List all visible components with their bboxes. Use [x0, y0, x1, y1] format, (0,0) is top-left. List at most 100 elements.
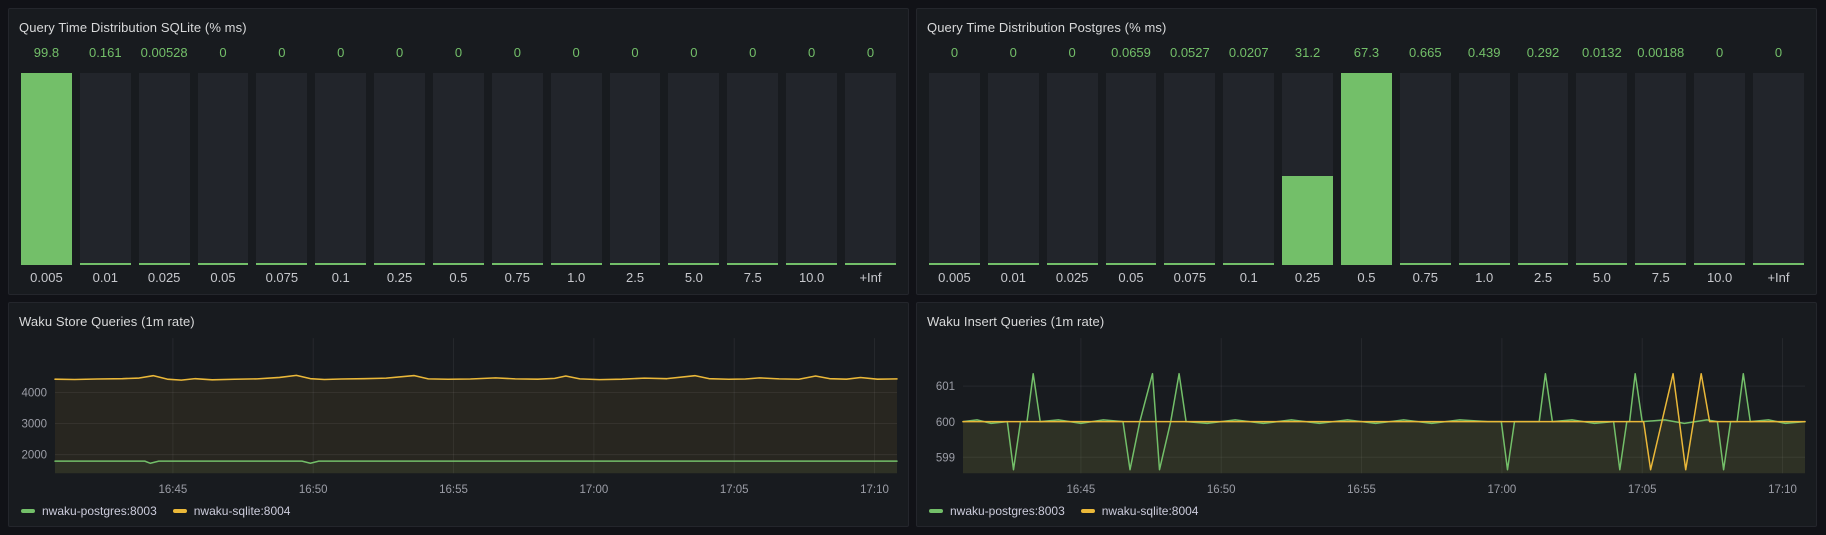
histogram-column: 0 0.1 — [311, 39, 370, 286]
bar-fill — [1341, 73, 1392, 265]
bar-value-label: 0 — [395, 45, 404, 60]
legend-series-label: nwaku-sqlite:8004 — [1101, 504, 1199, 518]
bucket-label: 0.5 — [449, 270, 468, 285]
bar-track — [929, 73, 980, 265]
histogram-column: 0.161 0.01 — [76, 39, 135, 286]
histogram-column: 0.00528 0.025 — [135, 39, 194, 286]
bar-fill — [786, 263, 838, 265]
histogram-column: 0 0.25 — [370, 39, 429, 286]
bar-track — [1105, 73, 1157, 265]
panel-header[interactable]: Query Time Distribution SQLite (% ms) — [17, 17, 900, 37]
x-axis-tick-label: 16:45 — [1067, 483, 1096, 496]
timeseries-canvas: 599 600 601 16:45 16:50 16:55 17:00 17:05 17:10 — [936, 338, 1806, 496]
histogram-column: 0.665 0.75 — [1396, 39, 1455, 286]
bucket-label: 0.75 — [1412, 270, 1438, 285]
y-axis-tick-label: 599 — [936, 451, 955, 464]
bar-fill — [433, 263, 484, 265]
bar-value-label: 0.161 — [89, 45, 122, 60]
bar-track — [987, 73, 1039, 265]
bar-track — [256, 73, 308, 265]
bar-value-label: 0.00528 — [140, 45, 188, 60]
bucket-label: 7.5 — [743, 270, 762, 285]
histogram-column: 0.0527 0.075 — [1160, 39, 1219, 286]
legend-item-nwaku-postgres:8003[interactable]: nwaku-postgres:8003 — [929, 504, 1065, 518]
panel-header[interactable]: Waku Insert Queries (1m rate) — [925, 311, 1808, 331]
bar-fill — [845, 263, 896, 265]
bar-fill — [1046, 263, 1098, 265]
bar-value-label: 0.292 — [1526, 45, 1560, 60]
series-area-nwaku-sqlite:8004 — [963, 373, 1805, 474]
bar-value-label: 0 — [1715, 45, 1724, 60]
panel-waku-store-queries: Waku Store Queries (1m rate) 2000 3000 400… — [8, 302, 909, 527]
bucket-label: 0.05 — [210, 270, 236, 285]
bar-track — [1399, 73, 1451, 265]
bucket-label: 0.1 — [331, 270, 350, 285]
bar-fill — [550, 263, 602, 265]
bar-value-label: 0 — [950, 45, 959, 60]
series-area-nwaku-sqlite:8004 — [55, 375, 897, 474]
bar-value-label: 99.8 — [33, 45, 60, 60]
legend-series-label: nwaku-postgres:8003 — [42, 504, 157, 518]
bucket-label: 1.0 — [1475, 270, 1494, 285]
bar-fill — [1517, 263, 1569, 265]
histogram-column: 0 5.0 — [664, 39, 723, 286]
bucket-label: 0.075 — [265, 270, 299, 285]
panel-query-time-distribution-sqlite: Query Time Distribution SQLite (% ms) 99… — [8, 8, 909, 295]
y-axis-tick-label: 600 — [936, 416, 956, 429]
bar-gauge-postgres: 0 0.005 0 0.01 0 0.025 0.0659 0.05 0.0527 0.075 0.… — [925, 39, 1808, 286]
bar-fill — [21, 73, 72, 265]
bar-fill — [1694, 263, 1746, 265]
bar-track — [1576, 73, 1628, 265]
legend-series-swatch — [929, 509, 943, 513]
bucket-label: 0.5 — [1357, 270, 1376, 285]
bar-value-label: 0 — [513, 45, 521, 60]
bucket-label: 2.5 — [1533, 270, 1553, 285]
x-axis-tick-label: 17:00 — [580, 483, 609, 496]
bar-track — [727, 73, 779, 265]
legend-series-label: nwaku-postgres:8003 — [950, 504, 1065, 518]
x-axis-tick-label: 17:00 — [1488, 483, 1517, 496]
bar-track — [1341, 73, 1392, 265]
bucket-label: 0.1 — [1239, 270, 1258, 285]
bucket-label: 0.75 — [504, 270, 530, 285]
legend-item-nwaku-postgres:8003[interactable]: nwaku-postgres:8003 — [21, 504, 157, 518]
bar-value-label: 0 — [337, 45, 345, 60]
histogram-column: 0.0659 0.05 — [1102, 39, 1161, 286]
bar-value-label: 0 — [454, 45, 463, 60]
series-line-nwaku-postgres:8003 — [54, 460, 898, 465]
bucket-label: 0.025 — [1055, 270, 1089, 285]
panel-header[interactable]: Query Time Distribution Postgres (% ms) — [925, 17, 1808, 37]
bar-value-label: 0.0527 — [1169, 45, 1210, 60]
bar-value-label: 67.3 — [1353, 45, 1380, 60]
bar-track — [1635, 73, 1687, 265]
bar-value-label: 0 — [219, 45, 227, 60]
bar-track — [609, 73, 661, 265]
histogram-column: 0.00188 7.5 — [1631, 39, 1690, 286]
bucket-label: 0.005 — [30, 270, 63, 285]
bar-track — [550, 73, 602, 265]
y-axis-tick-label: 601 — [936, 380, 955, 393]
panel-header[interactable]: Waku Store Queries (1m rate) — [17, 311, 900, 331]
bar-value-label: 0.0207 — [1228, 45, 1269, 60]
histogram-column: 0 0.005 — [925, 39, 984, 286]
x-axis-tick-label: 16:45 — [159, 483, 188, 496]
bar-fill — [727, 263, 779, 265]
bar-track — [1694, 73, 1746, 265]
histogram-column: 0 10.0 — [1690, 39, 1749, 286]
bar-fill — [1164, 263, 1216, 265]
bar-track — [433, 73, 484, 265]
histogram-column: 0.439 1.0 — [1455, 39, 1514, 286]
legend-item-nwaku-sqlite:8004[interactable]: nwaku-sqlite:8004 — [172, 504, 291, 518]
y-axis-tick-label: 2000 — [21, 449, 47, 462]
bucket-label: 7.5 — [1651, 270, 1670, 285]
bar-value-label: 0.00188 — [1637, 45, 1685, 60]
bar-track — [1223, 73, 1275, 265]
bar-gauge-sqlite: 99.8 0.005 0.161 0.01 0.00528 0.025 0 0.05 0 0.07… — [17, 39, 900, 286]
histogram-column: 0 +Inf — [841, 39, 900, 286]
legend-item-nwaku-sqlite:8004[interactable]: nwaku-sqlite:8004 — [1080, 504, 1199, 518]
legend-series-label: nwaku-sqlite:8004 — [193, 504, 291, 518]
bar-track — [1753, 73, 1804, 265]
bar-fill — [1635, 263, 1687, 265]
panel-waku-insert-queries: Waku Insert Queries (1m rate) 599 600 601 1… — [916, 302, 1817, 527]
legend: nwaku-postgres:8003 nwaku-sqlite:8004 — [925, 500, 1808, 522]
